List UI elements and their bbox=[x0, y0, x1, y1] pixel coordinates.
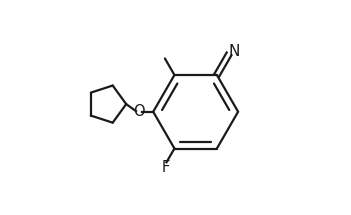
Text: O: O bbox=[134, 104, 145, 119]
Text: F: F bbox=[161, 160, 170, 175]
Text: N: N bbox=[228, 44, 239, 59]
